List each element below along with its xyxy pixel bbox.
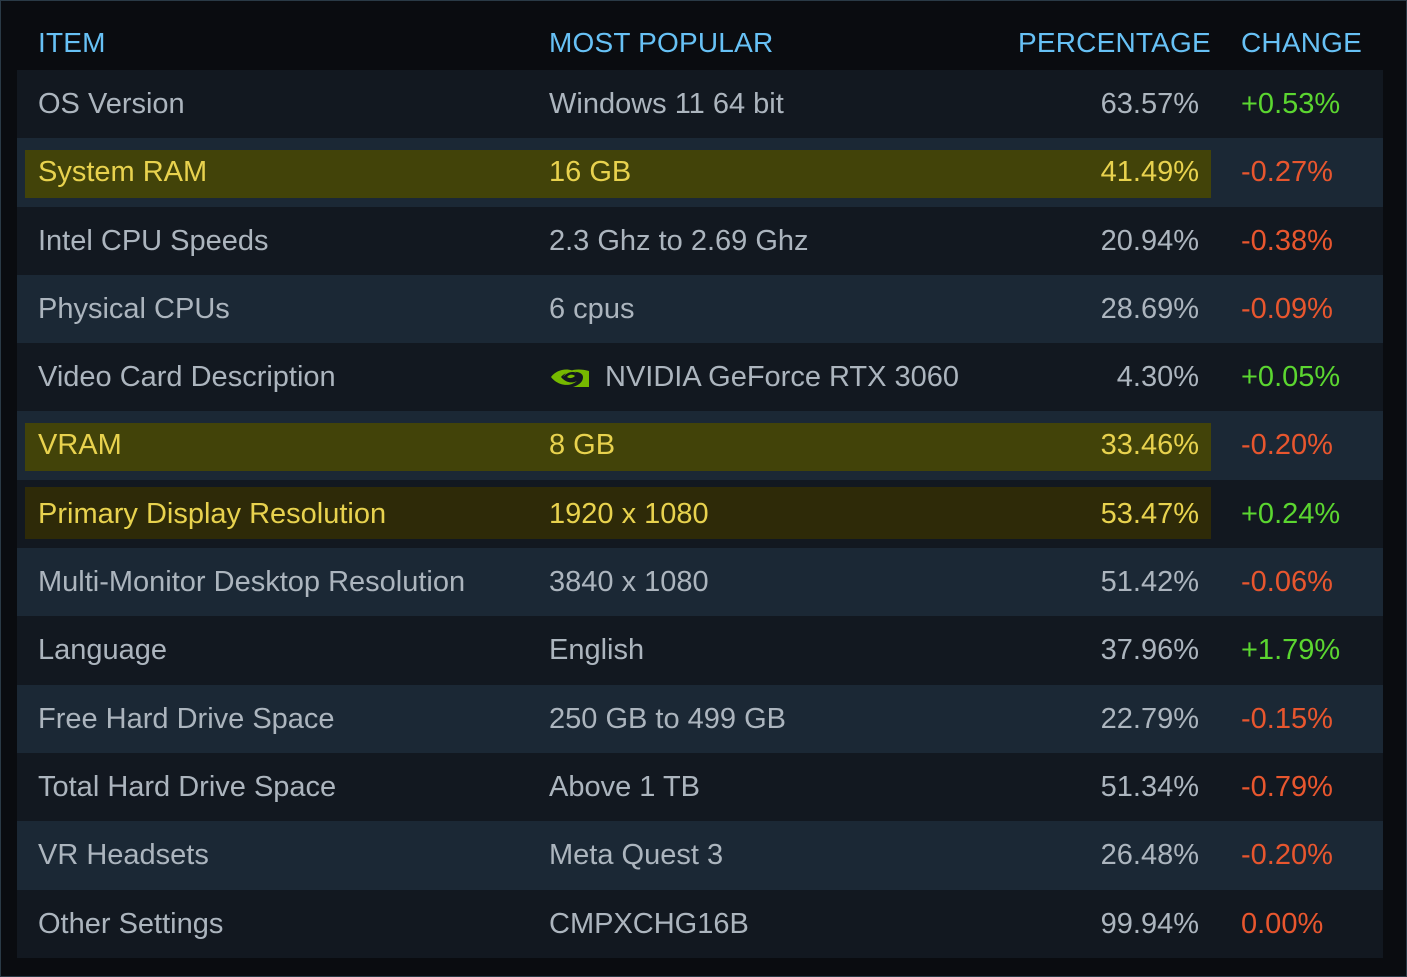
percentage-value: 22.79% xyxy=(1100,702,1199,735)
change-value: +0.53% xyxy=(1241,88,1341,120)
most-popular-value: English xyxy=(549,634,645,667)
change-value: -0.06% xyxy=(1241,566,1333,599)
most-popular-value: 16 GB xyxy=(549,156,632,189)
item-label[interactable]: Other Settings xyxy=(38,907,224,940)
table-row[interactable]: Other Settings CMPXCHG16B 99.94% 0.00% xyxy=(17,889,1383,958)
most-popular-value: 1920 x 1080 xyxy=(549,497,709,530)
change-value: -0.09% xyxy=(1241,292,1333,325)
table-header: ITEM MOST POPULAR PERCENTAGE CHANGE xyxy=(17,1,1383,69)
item-label[interactable]: System RAM xyxy=(38,156,208,189)
most-popular-value: 2.3 Ghz to 2.69 Ghz xyxy=(549,224,809,257)
item-label[interactable]: Free Hard Drive Space xyxy=(38,702,335,735)
percentage-value: 37.96% xyxy=(1100,634,1199,667)
change-value: -0.38% xyxy=(1241,224,1333,257)
item-label[interactable]: VRAM xyxy=(38,429,122,462)
table-row[interactable]: VRAM 8 GB 33.46% -0.20% xyxy=(17,411,1383,480)
column-header-percentage[interactable]: PERCENTAGE xyxy=(1018,27,1211,58)
change-value: -0.20% xyxy=(1241,429,1333,462)
item-label[interactable]: OS Version xyxy=(38,88,185,120)
percentage-value: 28.69% xyxy=(1100,292,1199,325)
most-popular-value: CMPXCHG16B xyxy=(549,907,749,940)
change-value: +1.79% xyxy=(1241,634,1341,667)
table-row[interactable]: Video Card Description NVIDIA GeForce RTX… xyxy=(17,343,1383,412)
change-value: -0.15% xyxy=(1241,702,1333,735)
change-value: 0.00% xyxy=(1241,907,1324,940)
most-popular-value: Windows 11 64 bit xyxy=(549,88,784,120)
table-row[interactable]: Multi-Monitor Desktop Resolution 3840 x 1… xyxy=(17,548,1383,617)
percentage-value: 53.47% xyxy=(1100,497,1199,530)
most-popular-value: Meta Quest 3 xyxy=(549,839,724,872)
survey-table: OS Version Windows 11 64 bit 63.57% +0.53% S… xyxy=(17,70,1383,958)
percentage-value: 20.94% xyxy=(1100,224,1199,257)
percentage-value: 63.57% xyxy=(1100,88,1199,120)
percentage-value: 26.48% xyxy=(1100,839,1199,872)
change-value: +0.05% xyxy=(1241,361,1341,394)
table-row[interactable]: Intel CPU Speeds 2.3 Ghz to 2.69 Ghz 20.94… xyxy=(17,206,1383,275)
item-label[interactable]: Intel CPU Speeds xyxy=(38,224,269,257)
percentage-value: 99.94% xyxy=(1100,907,1199,940)
table-row[interactable]: OS Version Windows 11 64 bit 63.57% +0.53% xyxy=(17,70,1383,139)
item-label[interactable]: Video Card Description xyxy=(38,361,336,394)
item-label[interactable]: Multi-Monitor Desktop Resolution xyxy=(38,566,466,599)
item-label[interactable]: Total Hard Drive Space xyxy=(38,770,337,803)
most-popular-value: 6 cpus xyxy=(549,292,635,325)
percentage-value: 41.49% xyxy=(1100,156,1199,189)
nvidia-logo-icon xyxy=(549,363,593,391)
item-label[interactable]: VR Headsets xyxy=(38,839,209,872)
column-header-most-popular[interactable]: MOST POPULAR xyxy=(549,27,774,58)
table-row[interactable]: System RAM 16 GB 41.49% -0.27% xyxy=(17,138,1383,207)
row-highlight xyxy=(25,423,1211,472)
item-label[interactable]: Physical CPUs xyxy=(38,292,230,325)
table-row[interactable]: Language English 37.96% +1.79% xyxy=(17,616,1383,685)
percentage-value: 4.30% xyxy=(1116,361,1199,394)
percentage-value: 51.42% xyxy=(1100,566,1199,599)
most-popular-cell: NVIDIA GeForce RTX 3060 xyxy=(549,343,959,411)
row-highlight xyxy=(25,150,1211,199)
change-value: +0.24% xyxy=(1241,497,1341,530)
most-popular-value: Above 1 TB xyxy=(549,770,701,803)
column-header-change[interactable]: CHANGE xyxy=(1241,27,1362,58)
change-value: -0.20% xyxy=(1241,839,1333,872)
most-popular-value: NVIDIA GeForce RTX 3060 xyxy=(605,360,960,393)
most-popular-value: 3840 x 1080 xyxy=(549,566,709,599)
row-highlight xyxy=(25,486,1211,539)
table-row[interactable]: Primary Display Resolution 1920 x 1080 53.… xyxy=(17,479,1383,549)
item-label[interactable]: Primary Display Resolution xyxy=(38,497,387,530)
table-row[interactable]: Total Hard Drive Space Above 1 TB 51.34% -0… xyxy=(17,752,1383,822)
item-label[interactable]: Language xyxy=(38,634,168,667)
table-row[interactable]: Free Hard Drive Space 250 GB to 499 GB 22.… xyxy=(17,684,1383,753)
percentage-value: 51.34% xyxy=(1100,770,1199,803)
most-popular-value: 250 GB to 499 GB xyxy=(549,702,786,735)
change-value: -0.27% xyxy=(1241,156,1333,189)
column-header-item[interactable]: ITEM xyxy=(38,27,106,58)
most-popular-value: 8 GB xyxy=(549,429,616,462)
percentage-value: 33.46% xyxy=(1100,429,1199,462)
table-row[interactable]: VR Headsets Meta Quest 3 26.48% -0.20% xyxy=(17,821,1383,890)
table-row[interactable]: Physical CPUs 6 cpus 28.69% -0.09% xyxy=(17,274,1383,344)
change-value: -0.79% xyxy=(1241,770,1333,803)
